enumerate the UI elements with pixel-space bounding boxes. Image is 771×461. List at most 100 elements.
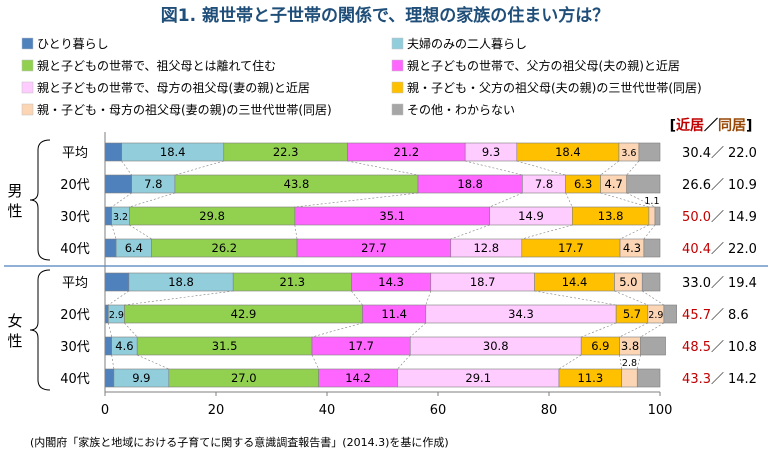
row-category: 40代 — [60, 242, 90, 257]
connector-line — [137, 354, 169, 370]
connector-line — [600, 160, 620, 176]
connector-line — [450, 224, 490, 240]
data-label: 18.8 — [168, 275, 194, 289]
data-label: 7.8 — [535, 177, 553, 191]
legend-label: 夫婦のみの二人暮らし — [407, 36, 527, 51]
group-label-char: 性 — [7, 202, 22, 220]
data-label: 18.4 — [160, 145, 186, 159]
bar-segment — [104, 368, 115, 388]
data-label: 9.3 — [482, 145, 500, 159]
data-label: 29.1 — [465, 371, 491, 385]
data-label: 29.8 — [199, 209, 225, 223]
connector-line — [129, 192, 176, 208]
slash-separator: ／ — [711, 340, 724, 355]
data-label: 27.0 — [231, 371, 257, 385]
row-category: 20代 — [60, 308, 90, 323]
data-label: 35.1 — [379, 209, 405, 223]
connector-line — [111, 354, 115, 370]
bar-segment — [104, 272, 130, 292]
bar-segment — [641, 272, 661, 292]
data-label: 6.9 — [591, 339, 609, 353]
connector-line — [565, 192, 573, 208]
data-label: 11.3 — [578, 371, 604, 385]
near-value: 43.3 — [682, 372, 711, 387]
slash-separator: ／ — [711, 372, 724, 387]
data-label: 18.7 — [470, 275, 496, 289]
side-header: [近居／同居] — [670, 117, 753, 134]
connector-line — [174, 160, 224, 176]
legend-swatch — [21, 59, 34, 72]
legend-label: 親・子ども・父方の祖父母(夫の親)の三世代世帯(同居) — [407, 80, 702, 95]
data-label: 6.3 — [574, 177, 592, 191]
data-label: 3.2 — [113, 212, 128, 223]
data-label: 11.4 — [381, 307, 407, 321]
connector-line — [521, 224, 573, 240]
data-label: 12.8 — [473, 241, 499, 255]
connector-line — [636, 354, 641, 370]
side-header-bracket-open: [ — [670, 118, 676, 134]
connector-line — [121, 160, 132, 176]
bar-segment — [663, 304, 677, 324]
connector-line — [425, 290, 432, 306]
group-brace — [29, 269, 51, 391]
legend-label: 親・子ども・母方の祖父母(妻の親)の三世代世帯(同居) — [37, 102, 332, 117]
side-header-near: 近居 — [676, 117, 704, 134]
x-axis: 0 20 40 60 80 100 — [101, 132, 673, 418]
row-category: 20代 — [60, 178, 90, 193]
connector-line — [619, 224, 650, 240]
legend-swatch — [391, 81, 404, 94]
x-tick-label: 0 — [101, 403, 109, 418]
data-label: 31.5 — [212, 339, 238, 353]
connector-line — [642, 290, 665, 306]
bar-segment — [643, 238, 661, 258]
data-label: 9.9 — [132, 371, 150, 385]
side-header-bracket-close: ] — [746, 118, 752, 134]
x-tick-label: 100 — [648, 403, 673, 418]
bar-segment — [648, 206, 656, 226]
x-tick-label: 80 — [541, 403, 558, 418]
near-value: 40.4 — [682, 242, 711, 257]
legend-label: 親と子どもの世帯で、祖父母とは離れて住む — [37, 58, 276, 73]
connector-line — [108, 322, 112, 338]
legend-swatch — [21, 37, 34, 50]
connector-line — [626, 160, 640, 176]
connector-line — [643, 224, 656, 240]
slash-separator: ／ — [711, 146, 724, 161]
data-label: 14.9 — [518, 209, 544, 223]
slash-separator: ／ — [711, 178, 724, 193]
slash-separator: ／ — [711, 242, 724, 257]
data-label: 17.7 — [348, 339, 374, 353]
bar-segment — [104, 336, 112, 356]
data-label: 43.8 — [284, 177, 310, 191]
connector-line — [614, 290, 648, 306]
near-value: 33.0 — [682, 276, 711, 291]
connector-line — [626, 192, 656, 208]
same-value: 14.2 — [728, 372, 757, 387]
side-header-same: 同居 — [718, 118, 746, 134]
bar-segment — [636, 368, 661, 388]
data-label: 4.3 — [623, 241, 641, 255]
group-brace — [29, 139, 51, 261]
data-label: 3.8 — [621, 339, 639, 353]
legend-swatch — [391, 59, 404, 72]
connector-line — [111, 224, 117, 240]
data-label: 13.8 — [598, 209, 624, 223]
x-tick-label: 60 — [430, 403, 447, 418]
connector-line — [619, 322, 648, 338]
data-label: 21.3 — [280, 275, 306, 289]
data-label: 42.9 — [231, 307, 257, 321]
connector-line — [581, 322, 617, 338]
bar-segment — [626, 174, 661, 194]
data-label: 14.3 — [378, 275, 404, 289]
data-label: 4.7 — [605, 177, 623, 191]
bar-segment — [104, 206, 112, 226]
group-label-char: 女 — [7, 312, 22, 330]
same-value: 22.0 — [728, 146, 757, 161]
legend-swatch — [391, 37, 404, 50]
group-label-char: 性 — [7, 332, 22, 350]
legend-swatch — [21, 81, 34, 94]
row-category: 30代 — [60, 340, 90, 355]
data-label: 4.6 — [115, 339, 133, 353]
